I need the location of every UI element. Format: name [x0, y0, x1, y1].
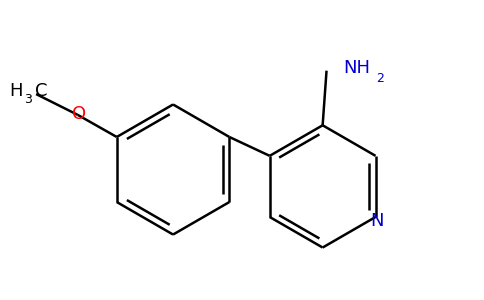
Text: O: O — [72, 105, 86, 123]
Text: 3: 3 — [24, 93, 32, 106]
Text: H: H — [10, 82, 23, 100]
Text: N: N — [370, 212, 384, 230]
Text: NH: NH — [344, 59, 370, 77]
Text: C: C — [35, 82, 47, 100]
Text: 2: 2 — [377, 72, 384, 85]
